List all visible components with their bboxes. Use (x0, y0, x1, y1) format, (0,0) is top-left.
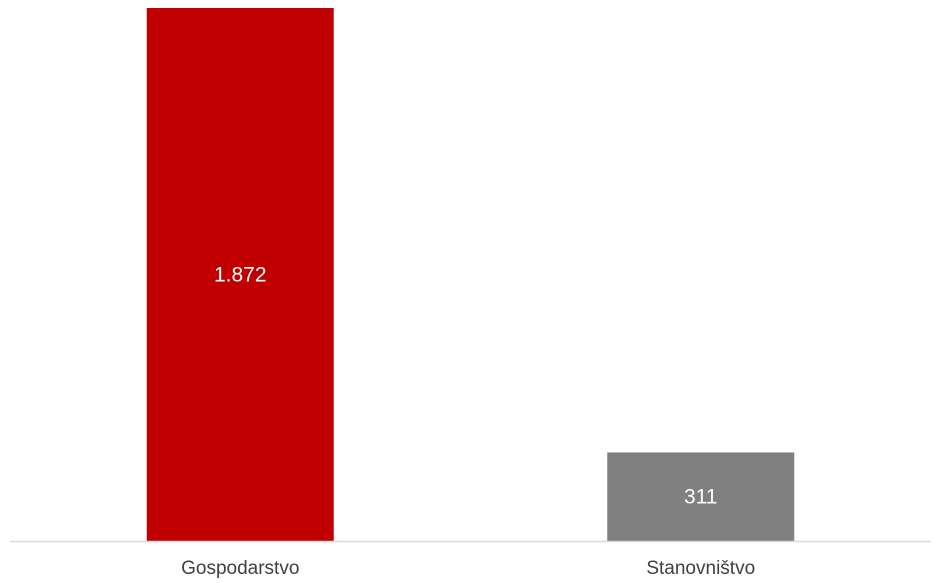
x-tick-label-0: Gospodarstvo (181, 558, 299, 579)
bar-value-label-0: 1.872 (214, 263, 267, 286)
bar-0 (146, 7, 334, 541)
bar-1 (607, 452, 795, 541)
bars-group (146, 7, 795, 541)
x-tick-label-1: Stanovništvo (646, 558, 755, 579)
bar-value-label-1: 311 (684, 486, 717, 509)
labels-group: 1.872 Gospodarstvo 311 Stanovništvo (181, 263, 755, 579)
